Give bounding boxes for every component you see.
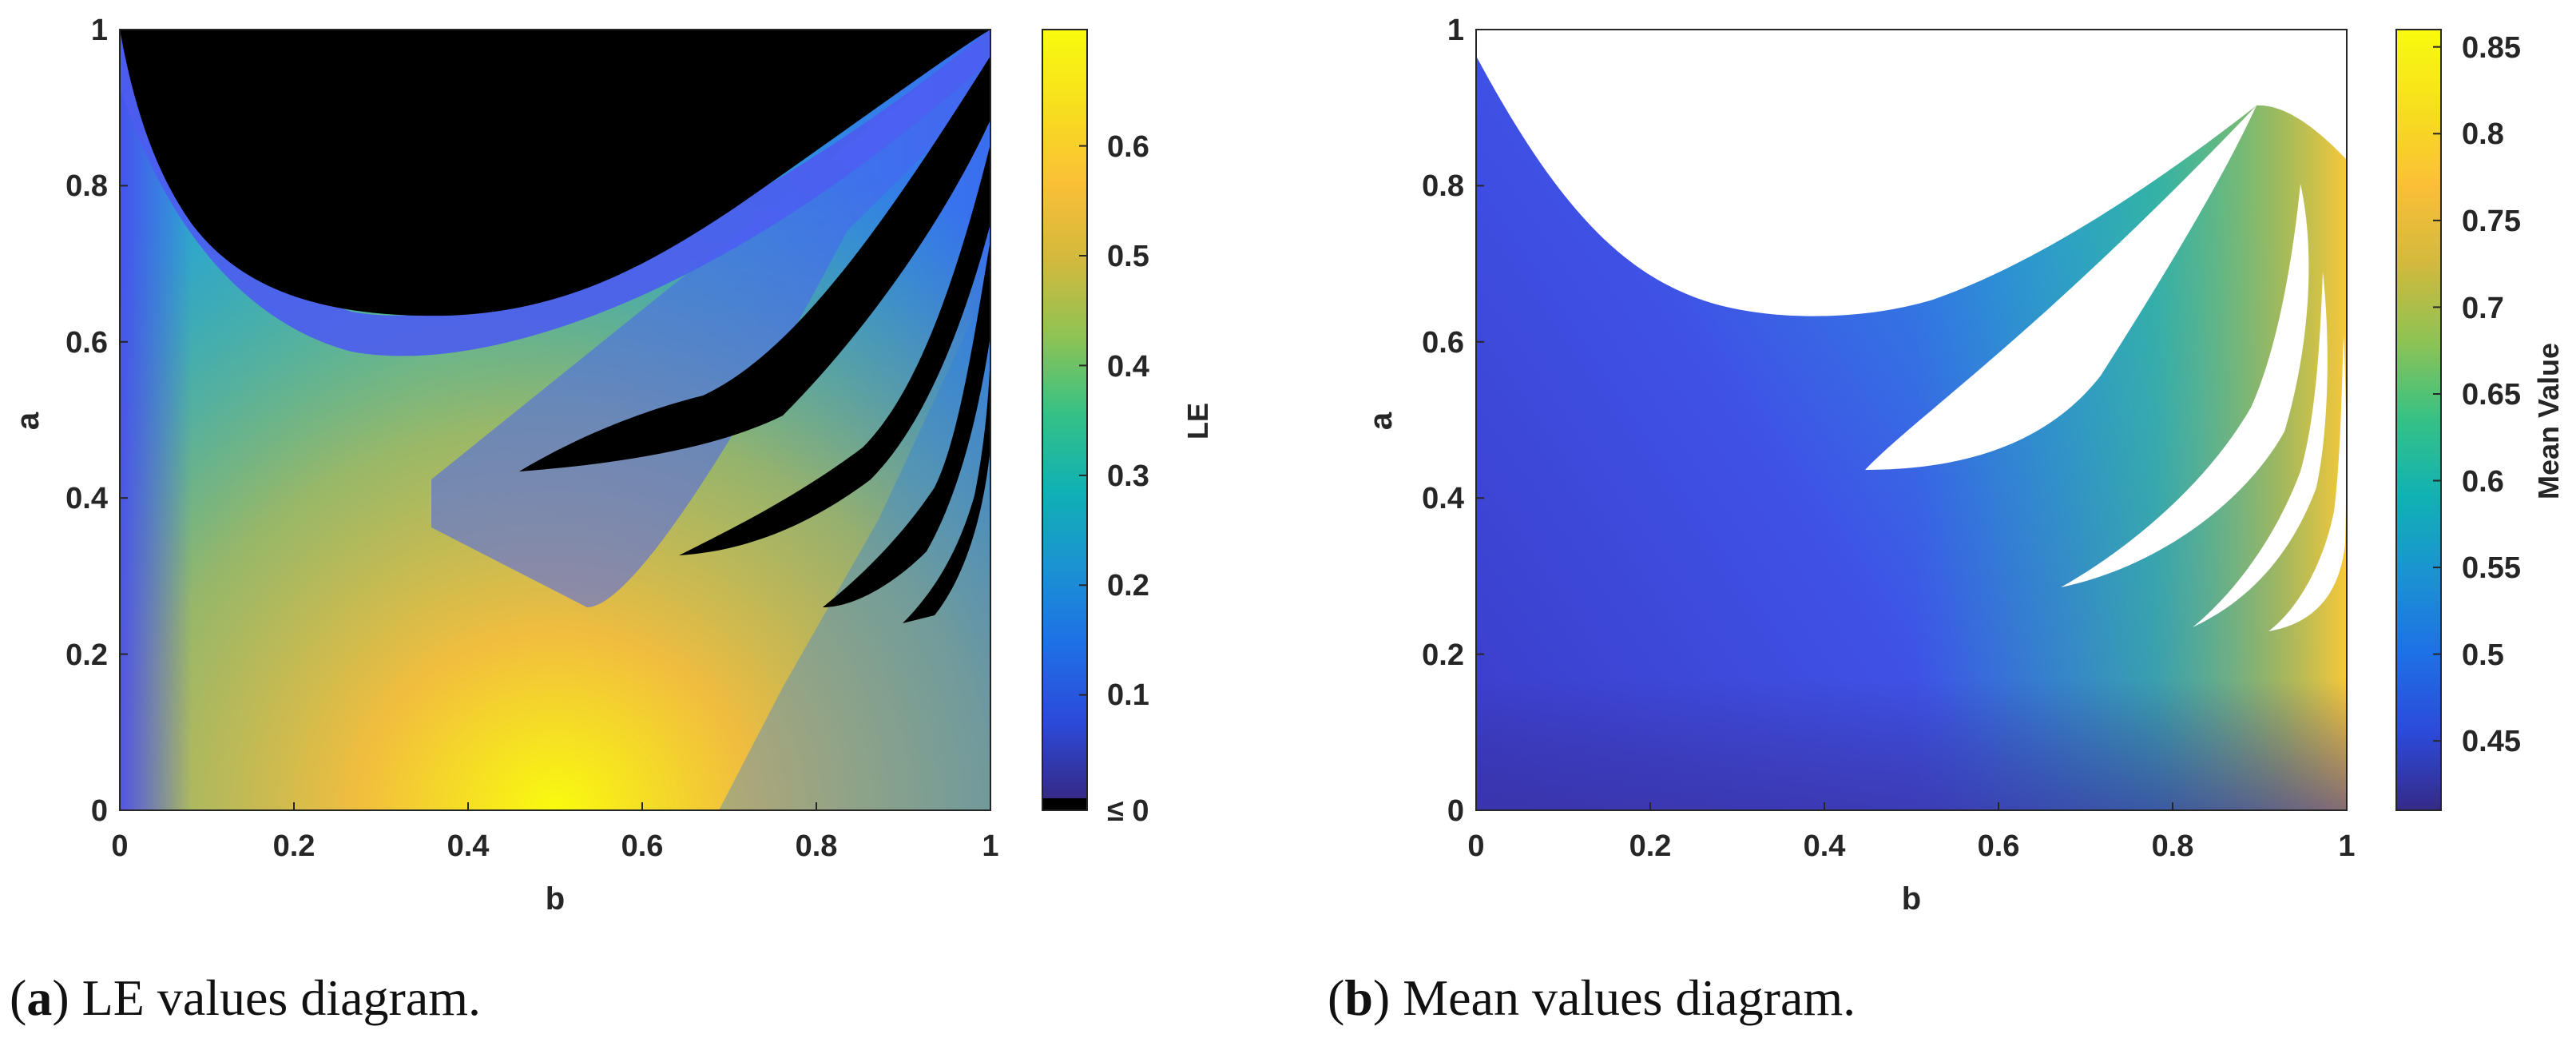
le-colorbar-tick-label: 0.5	[1107, 240, 1149, 273]
le-colorbar-tick-label: 0.2	[1107, 569, 1149, 603]
mean-ytick-label: 0.8	[1422, 169, 1464, 203]
caption-a-letter: a	[26, 969, 53, 1026]
le-ytick-label: 0.8	[65, 169, 108, 203]
mean-ytick-label: 0.6	[1422, 326, 1464, 360]
mean-colorbar-tick-label: 0.55	[2462, 551, 2521, 585]
le-xtick-label: 0.4	[447, 829, 490, 863]
le-ytick-label: 0.6	[65, 326, 108, 360]
mean-colorbar-tick-label: 0.75	[2462, 205, 2521, 238]
mean-undefined-region-top	[1476, 30, 2347, 316]
mean-colorbar-gradient	[2396, 30, 2441, 810]
mean-colorbar-tick-label: 0.5	[2462, 638, 2504, 672]
le-colorbar-label: LE	[1181, 403, 1214, 439]
le-nonchaotic-region-wedge-3	[823, 240, 990, 607]
le-xtick-label: 1	[982, 829, 998, 863]
mean-colorbar-label: Mean Value	[2532, 343, 2565, 499]
mean-xtick-label: 0.8	[2152, 829, 2194, 863]
le-xtick-label: 0.6	[621, 829, 664, 863]
mean-ytick-label: 0.4	[1422, 482, 1464, 515]
le-heatmap-plot-area	[120, 30, 990, 810]
le-axes-box	[119, 29, 991, 811]
mean-colorbar-tick-label: 0.8	[2462, 117, 2504, 151]
le-y-axis-label: a	[10, 412, 46, 430]
le-colorbar-tick-label: 0.6	[1107, 130, 1149, 164]
mean-colorbar-tick-label: 0.7	[2462, 292, 2504, 325]
mean-y-axis-label: a	[1363, 412, 1399, 430]
mean-xtick-label: 0.2	[1629, 829, 1672, 863]
mean-axes-box	[1475, 29, 2348, 811]
mean-ytick-label: 0	[1447, 794, 1464, 828]
le-xtick-label: 0.8	[796, 829, 838, 863]
le-ytick-label: 0	[91, 794, 108, 828]
le-colorbar-tick-label: 0.4	[1107, 350, 1149, 384]
le-colorbar-ticks	[1079, 145, 1087, 696]
le-x-axis-label: b	[546, 881, 565, 917]
le-colorbar-special-label: ≤ 0	[1107, 794, 1149, 828]
caption-b: (b) Mean values diagram.	[1328, 969, 1856, 1026]
mean-tick-marks	[1475, 29, 2348, 811]
le-colorbar-tick-label: 0.1	[1107, 678, 1149, 712]
le-ytick-label: 0.2	[65, 638, 108, 672]
le-xtick-label: 0.2	[273, 829, 316, 863]
le-heatmap-panel: 0 0.2 0.4 0.6 0.8 1 0 0.2 0.4 0.6 0.8 1 …	[10, 14, 1214, 917]
mean-xtick-label: 0.6	[1978, 829, 2020, 863]
mean-colorbar-tick-label: 0.6	[2462, 465, 2504, 499]
le-ytick-label: 0.4	[65, 482, 108, 515]
le-nonchaotic-region-wedge-4	[903, 352, 990, 623]
mean-undefined-region-wedge-1	[1865, 105, 2256, 470]
caption-b-text: Mean values diagram.	[1403, 969, 1856, 1026]
mean-heatmap-plot-area	[1476, 30, 2347, 810]
le-colorbar: 0.1 0.2 0.3 0.4 0.5 0.6 ≤ 0 LE	[1042, 29, 1214, 828]
mean-colorbar: 0.45 0.5 0.55 0.6 0.65 0.7 0.75 0.8 0.85…	[2395, 29, 2565, 811]
mean-undefined-region-wedge-3	[2193, 272, 2328, 627]
le-tick-marks	[119, 29, 991, 811]
mean-colorbar-tick-label: 0.65	[2462, 378, 2521, 412]
mean-colorbar-ticks	[2433, 46, 2441, 742]
le-nonchaotic-region-wedge-1	[519, 56, 990, 471]
mean-xtick-label: 1	[2338, 829, 2355, 863]
mean-xtick-label: 0.4	[1804, 829, 1846, 863]
le-colorbar-gradient	[1042, 30, 1087, 798]
le-xtick-label: 0	[111, 829, 128, 863]
mean-undefined-region-corner	[1476, 30, 1488, 47]
mean-xtick-label: 0	[1467, 829, 1484, 863]
le-lower-right-band	[719, 280, 990, 810]
mean-ytick-label: 1	[1447, 14, 1464, 47]
mean-colorbar-border	[2395, 29, 2442, 811]
mean-undefined-region-wedge-4	[2268, 336, 2347, 631]
le-colorbar-border	[1042, 29, 1088, 811]
le-nonchaotic-region-wedge-2	[679, 144, 990, 555]
caption-b-letter: b	[1344, 969, 1373, 1026]
le-colorbar-tick-label: 0.3	[1107, 459, 1149, 493]
mean-heatmap-panel: 0 0.2 0.4 0.6 0.8 1 0 0.2 0.4 0.6 0.8 1 …	[1363, 14, 2565, 917]
mean-low-value-band	[1476, 679, 2347, 810]
le-nonchaotic-region-top	[120, 30, 990, 316]
mean-colorbar-tick-label: 0.45	[2462, 725, 2521, 758]
caption-a-text: LE values diagram.	[81, 969, 481, 1026]
le-colorbar-le-le0-patch	[1042, 798, 1087, 810]
caption-a: (a) LE values diagram.	[10, 969, 481, 1026]
mean-x-axis-label: b	[1902, 881, 1921, 917]
mean-undefined-region-wedge-2	[2061, 184, 2309, 587]
mean-ytick-label: 0.2	[1422, 638, 1464, 672]
le-ytick-label: 1	[91, 14, 108, 47]
mean-colorbar-tick-label: 0.85	[2462, 31, 2521, 65]
